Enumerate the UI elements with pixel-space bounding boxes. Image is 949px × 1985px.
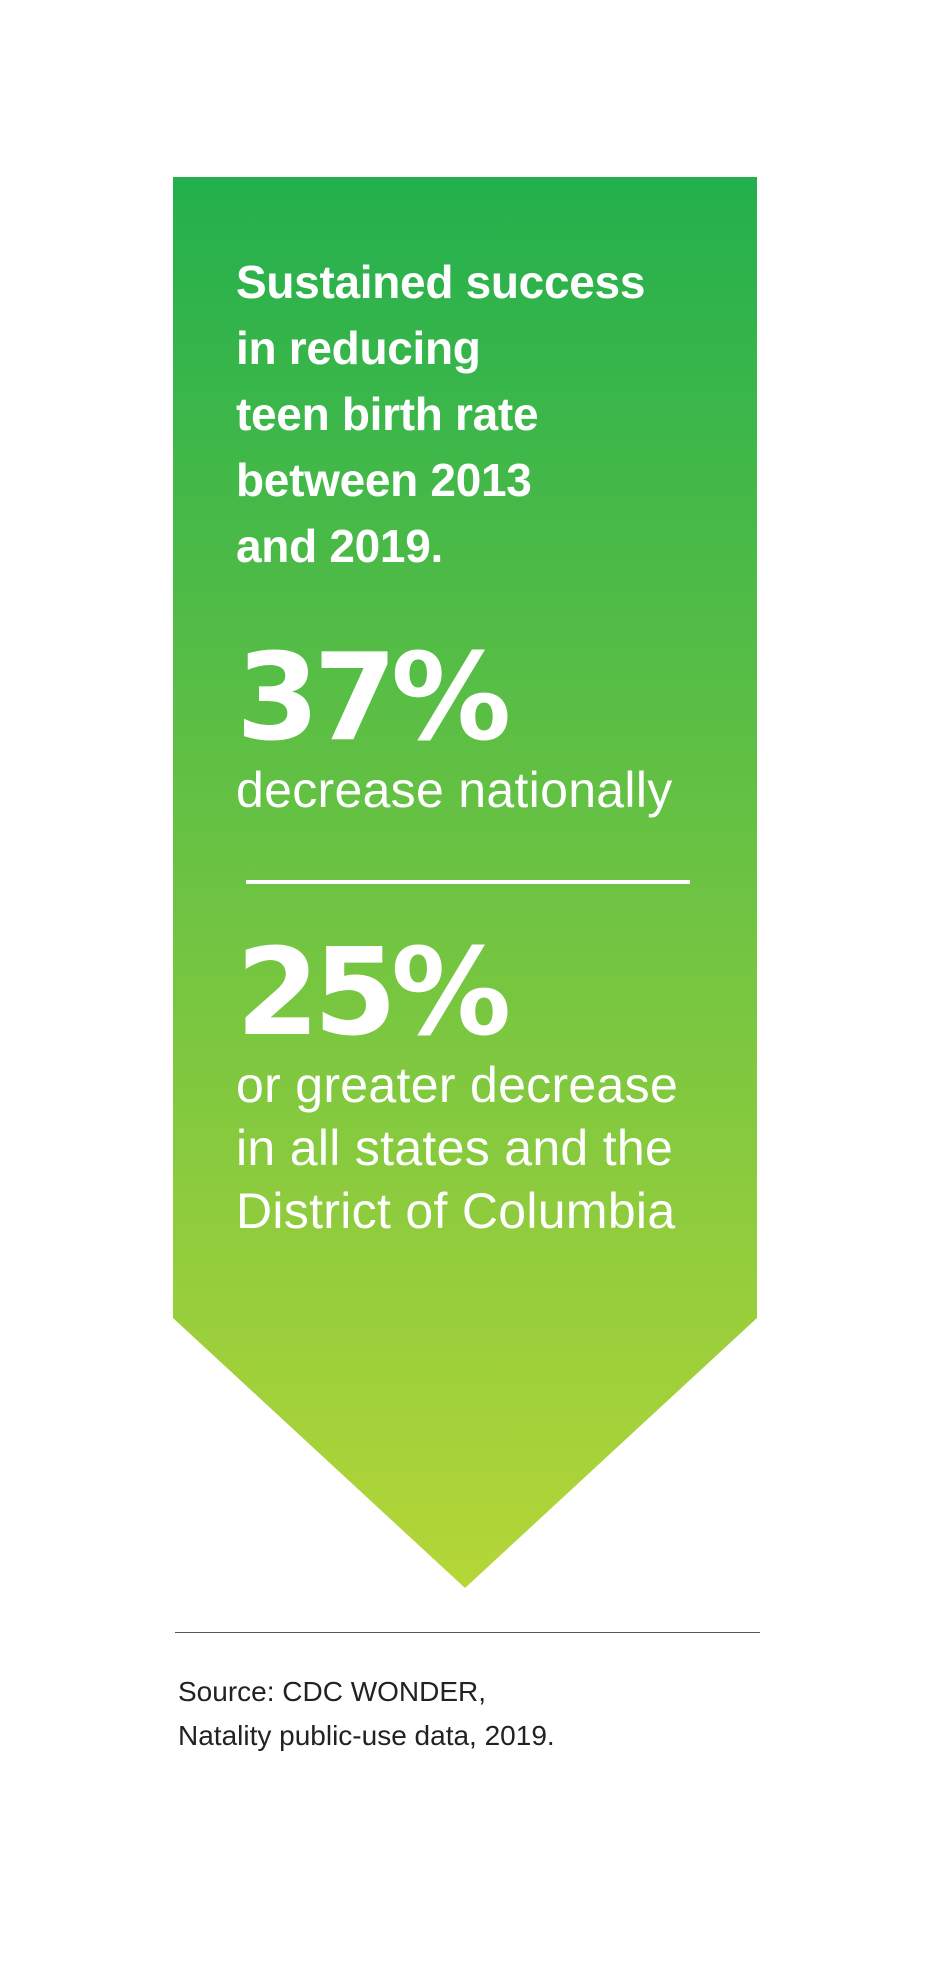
source-divider: [175, 1632, 760, 1633]
stat-description-line: District of Columbia: [236, 1183, 676, 1239]
headline: Sustained success in reducing teen birth…: [236, 249, 706, 579]
banner-content: Sustained success in reducing teen birth…: [236, 249, 706, 1243]
stat-value-national: 37%: [236, 629, 511, 768]
headline-line: between 2013: [236, 454, 532, 506]
stat-description-line: decrease nationally: [236, 762, 673, 818]
headline-line: Sustained success: [236, 256, 646, 308]
arrow-banner: Sustained success in reducing teen birth…: [173, 177, 757, 1588]
headline-line: teen birth rate: [236, 388, 539, 440]
source-note: Source: CDC WONDER, Natality public-use …: [178, 1670, 555, 1758]
source-line: Source: CDC WONDER,: [178, 1676, 487, 1707]
stat-value-states: 25%: [236, 924, 511, 1063]
headline-line: in reducing: [236, 322, 481, 374]
stat-description-states: or greater decrease in all states and th…: [236, 1054, 706, 1243]
divider: [246, 880, 690, 884]
headline-line: and 2019.: [236, 520, 443, 572]
stat-description-line: in all states and the: [236, 1120, 674, 1176]
source-line: Natality public-use data, 2019.: [178, 1720, 555, 1751]
stat-description-line: or greater decrease: [236, 1057, 679, 1113]
stat-description-national: decrease nationally: [236, 759, 706, 822]
